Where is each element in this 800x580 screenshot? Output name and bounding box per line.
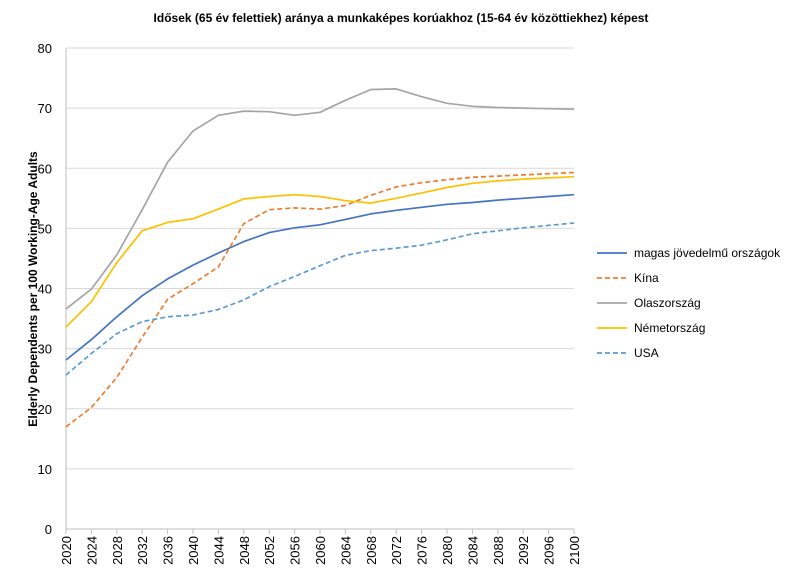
x-tick-label: 2040 <box>186 536 201 565</box>
y-tick-label: 20 <box>38 402 52 417</box>
y-tick-label: 30 <box>38 342 52 357</box>
series-line <box>65 193 575 361</box>
y-tick-label: 70 <box>38 101 52 116</box>
series-line <box>65 222 575 376</box>
x-tick-label: 2092 <box>516 536 531 565</box>
y-tick-label: 80 <box>38 41 52 56</box>
x-tick-label: 2084 <box>465 536 480 565</box>
legend: magas jövedelmű országok Kína Olaszország N… <box>597 246 781 360</box>
legend-label: magas jövedelmű országok <box>634 246 781 260</box>
y-tick-label: 60 <box>38 161 52 176</box>
chart-title: Idősek (65 év felettiek) aránya a munkak… <box>154 11 649 25</box>
x-tick-label: 2056 <box>288 536 303 565</box>
series-line <box>65 171 575 428</box>
x-tick-label: 2096 <box>542 536 557 565</box>
series-line <box>65 175 575 328</box>
y-tick-label: 10 <box>38 462 52 477</box>
y-tick-label: 50 <box>38 221 52 236</box>
series-line <box>65 88 575 310</box>
x-tick-label: 2076 <box>415 536 430 565</box>
legend-label: Kína <box>634 271 659 285</box>
y-tick-label: 40 <box>38 282 52 297</box>
x-tick-label: 2028 <box>110 536 125 565</box>
x-tick-label: 2100 <box>567 536 582 565</box>
x-tick-label: 2020 <box>59 536 74 565</box>
series-lines <box>65 88 575 428</box>
x-tick-label: 2088 <box>491 536 506 565</box>
x-tick-label: 2080 <box>440 536 455 565</box>
y-tick-label: 0 <box>45 522 52 537</box>
y-axis-label: Elderly Dependents per 100 Working-Age A… <box>26 151 40 427</box>
x-tick-label: 2024 <box>84 536 99 565</box>
x-tick-label: 2036 <box>161 536 176 565</box>
axes: 0 10 20 30 40 50 60 70 80 2020 2024 2028 2032 2036 204… <box>38 41 582 565</box>
gridlines <box>66 47 574 470</box>
x-tick-label: 2064 <box>338 536 353 565</box>
x-tick-label: 2044 <box>211 536 226 565</box>
x-tick-label: 2060 <box>313 536 328 565</box>
legend-label: Németország <box>634 321 705 335</box>
x-tick-label: 2072 <box>389 536 404 565</box>
x-tick-label: 2052 <box>262 536 277 565</box>
x-tick-label: 2048 <box>237 536 252 565</box>
legend-label: Olaszország <box>634 296 701 310</box>
legend-label: USA <box>634 346 659 360</box>
x-tick-label: 2068 <box>364 536 379 565</box>
x-tick-label: 2032 <box>135 536 150 565</box>
